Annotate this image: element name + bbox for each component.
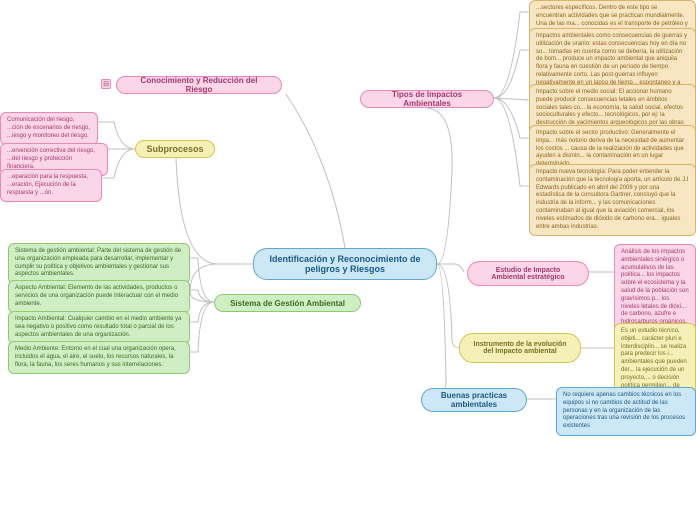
note-2: ...eparación para la respuesta, ...eraci… bbox=[0, 169, 102, 202]
node-tipos[interactable]: Tipos de Impactos Ambientales bbox=[360, 90, 494, 108]
note-4: Aspecto Ambiental: Elemento de las activ… bbox=[8, 280, 190, 313]
note-12: Análisis de los impactos ambientales sin… bbox=[614, 244, 696, 332]
central-node[interactable]: Identificación y Reconocimiento de pelig… bbox=[253, 248, 437, 280]
collapse-icon[interactable]: ⊟ bbox=[101, 79, 111, 89]
note-5: Impacto Ambiental: Cualquier cambio en e… bbox=[8, 311, 190, 344]
note-3: Sistema de gestión ambiental: Parte del … bbox=[8, 243, 190, 284]
note-0: Comunicación del riesgo, ...ción de esce… bbox=[0, 112, 98, 145]
note-14: No requiere apenas cambios técnicos en l… bbox=[556, 387, 696, 436]
node-sga[interactable]: Sistema de Gestión Ambiental bbox=[214, 294, 361, 312]
node-subprocesos[interactable]: Subprocesos bbox=[135, 140, 215, 158]
note-11: Impacto nueva tecnología: Para poder ent… bbox=[529, 164, 696, 236]
node-estudio[interactable]: Estudio de Impacto Ambiental estratégico bbox=[467, 261, 589, 286]
node-buenas[interactable]: Buenas practicas ambientales bbox=[421, 388, 527, 412]
note-6: Medio Ambiente: Entorno en el cual una o… bbox=[8, 341, 190, 374]
node-instrumento[interactable]: Instrumento de la evolución del Impacto … bbox=[459, 333, 581, 363]
node-conocimiento[interactable]: Conocimiento y Reducción del Riesgo bbox=[116, 76, 282, 94]
